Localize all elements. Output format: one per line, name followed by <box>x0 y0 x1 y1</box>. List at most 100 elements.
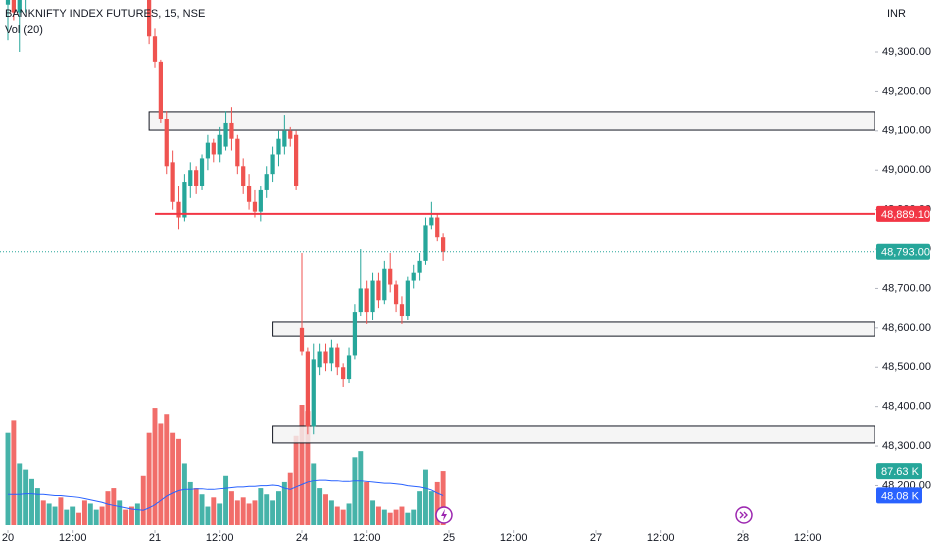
candle-body <box>188 170 193 186</box>
volume-bar <box>111 488 117 525</box>
candle-body <box>364 288 369 313</box>
x-tick-label: 12:00 <box>59 532 87 544</box>
x-tick-label: 12:00 <box>206 532 234 544</box>
volume-bar <box>29 478 34 525</box>
volume-bar <box>87 503 93 525</box>
volume-bar <box>264 494 270 525</box>
volume-bar <box>411 509 417 525</box>
y-tick-label: 49,000.00 <box>882 164 931 176</box>
y-tick-label: 49,100.00 <box>882 125 931 137</box>
volume-bar <box>105 491 111 525</box>
y-tick-label: 48,600.00 <box>882 322 931 334</box>
volume-bar <box>23 469 29 525</box>
candle-body <box>341 367 346 380</box>
volume-bar <box>276 491 281 525</box>
volume-bar <box>64 509 70 525</box>
volume-label-box <box>876 463 922 480</box>
volume-bar <box>417 491 423 525</box>
volume-bar <box>323 494 328 525</box>
volume-bar <box>293 435 299 525</box>
candle-body <box>211 142 216 155</box>
candle-body <box>282 130 287 147</box>
volume-bar <box>340 509 346 525</box>
candle-body <box>164 119 169 167</box>
volume-ma-label-box <box>876 487 922 504</box>
volume-bar <box>240 497 246 525</box>
candle-body <box>146 0 152 37</box>
volume-bar <box>34 488 40 525</box>
candle-body <box>376 280 381 301</box>
candle-body <box>158 61 163 120</box>
candle-body <box>252 201 258 212</box>
volume-bar <box>123 509 129 525</box>
candle-body <box>299 327 305 352</box>
x-tick-label: 28 <box>737 532 749 544</box>
volume-bar <box>428 491 434 525</box>
volume-bar <box>211 497 217 525</box>
y-tick-label: 48,300.00 <box>882 440 931 452</box>
volume-bar <box>187 481 193 525</box>
candle-body <box>199 158 205 186</box>
volume-bar <box>76 512 82 525</box>
candle-body <box>229 122 234 139</box>
candle-body <box>346 355 352 380</box>
volume-bar <box>81 500 87 525</box>
volume-bar <box>5 432 11 525</box>
volume-bar <box>164 414 170 525</box>
volume-bar <box>258 488 264 525</box>
volume-bar <box>423 469 428 525</box>
volume-bar <box>146 432 152 525</box>
last-price-label: 48,793.00 <box>881 247 930 259</box>
replay-icon[interactable] <box>435 506 453 524</box>
volume-bar <box>364 481 370 525</box>
x-tick-label: 12:00 <box>500 532 528 544</box>
volume-ma-label: 48.08 K <box>881 490 920 502</box>
candle-body <box>399 304 405 317</box>
candle-body <box>435 217 440 238</box>
candle-body <box>329 347 334 364</box>
volume-bar <box>193 488 199 525</box>
y-tick-label: 48,700.00 <box>882 282 931 294</box>
volume-bar <box>117 500 123 525</box>
plot-area <box>0 0 875 525</box>
volume-bar <box>252 500 258 525</box>
candle-body <box>246 185 252 202</box>
volume-bar <box>370 500 376 525</box>
zone <box>272 425 875 444</box>
volume-bar <box>299 405 305 525</box>
axis-background <box>875 0 932 550</box>
volume-bar <box>134 503 140 525</box>
volume-bar <box>440 471 446 525</box>
candle-body <box>293 134 299 186</box>
candle-body <box>11 0 16 13</box>
candle-body <box>152 36 158 62</box>
candle-body <box>358 288 363 313</box>
volume-bar <box>170 432 176 525</box>
x-tick-label: 27 <box>590 532 602 544</box>
volume-ma-line <box>8 479 444 511</box>
volume-bar <box>199 494 205 525</box>
candle-body <box>411 272 416 281</box>
volume-bar <box>387 512 393 525</box>
candle-body <box>17 0 22 13</box>
candle-body <box>417 260 422 273</box>
candle-body <box>311 359 316 427</box>
x-tick-label: 12:00 <box>647 532 675 544</box>
y-tick-label: 49,300.00 <box>882 46 931 58</box>
x-tick-label: 12:00 <box>353 532 381 544</box>
x-tick-label: 21 <box>149 532 161 544</box>
jump-icon[interactable] <box>735 506 753 524</box>
volume-bar <box>311 463 317 525</box>
volume-bar <box>358 451 364 525</box>
volume-bar <box>228 491 234 525</box>
volume-bar <box>46 503 52 525</box>
volume-bar <box>217 503 223 525</box>
volume-bar <box>381 509 387 525</box>
volume-bar <box>205 506 211 525</box>
candle-body <box>235 138 240 167</box>
volume-bar <box>346 503 352 525</box>
x-tick-label: 24 <box>296 532 308 544</box>
volume-bar <box>140 475 146 525</box>
volume-bar <box>352 457 358 525</box>
